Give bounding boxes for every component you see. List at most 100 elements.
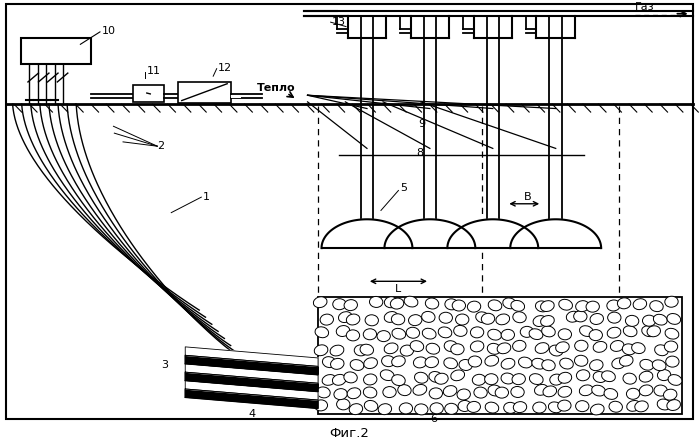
Ellipse shape xyxy=(591,404,604,415)
Text: L: L xyxy=(396,284,401,294)
Text: 4: 4 xyxy=(248,409,255,419)
Ellipse shape xyxy=(511,386,524,397)
Text: 9: 9 xyxy=(418,119,425,129)
Ellipse shape xyxy=(457,389,470,400)
Ellipse shape xyxy=(422,328,436,339)
Ellipse shape xyxy=(444,341,458,352)
Ellipse shape xyxy=(488,329,501,340)
Ellipse shape xyxy=(425,357,438,368)
Ellipse shape xyxy=(593,372,607,382)
Ellipse shape xyxy=(501,358,515,369)
Ellipse shape xyxy=(535,342,549,354)
Ellipse shape xyxy=(413,385,426,395)
Bar xyxy=(178,82,231,103)
Ellipse shape xyxy=(657,399,671,410)
Polygon shape xyxy=(185,364,318,383)
Ellipse shape xyxy=(591,385,605,396)
Ellipse shape xyxy=(399,403,412,414)
Ellipse shape xyxy=(658,369,671,381)
Ellipse shape xyxy=(549,345,563,356)
Ellipse shape xyxy=(619,355,633,366)
Ellipse shape xyxy=(558,400,571,411)
Ellipse shape xyxy=(589,360,603,371)
Ellipse shape xyxy=(665,328,679,339)
Ellipse shape xyxy=(635,401,648,412)
Polygon shape xyxy=(447,219,538,248)
Ellipse shape xyxy=(338,312,352,323)
Ellipse shape xyxy=(439,312,452,323)
Ellipse shape xyxy=(313,297,327,307)
Ellipse shape xyxy=(330,345,344,356)
Text: 3: 3 xyxy=(161,361,168,370)
Text: 12: 12 xyxy=(218,63,232,73)
Text: 8: 8 xyxy=(417,148,424,158)
Text: Газ: Газ xyxy=(635,2,654,12)
Bar xyxy=(318,297,682,414)
Ellipse shape xyxy=(408,315,422,326)
Text: Фиг.2: Фиг.2 xyxy=(329,427,370,440)
Ellipse shape xyxy=(501,329,514,340)
Ellipse shape xyxy=(482,313,495,324)
Ellipse shape xyxy=(350,360,363,370)
Ellipse shape xyxy=(549,402,562,413)
Ellipse shape xyxy=(346,314,360,325)
Ellipse shape xyxy=(529,374,543,385)
Ellipse shape xyxy=(451,344,464,355)
Ellipse shape xyxy=(559,329,572,340)
Text: 11: 11 xyxy=(147,66,161,76)
Ellipse shape xyxy=(622,344,636,355)
Ellipse shape xyxy=(560,358,573,369)
Ellipse shape xyxy=(384,311,398,323)
Ellipse shape xyxy=(468,301,481,312)
Ellipse shape xyxy=(429,372,442,382)
Ellipse shape xyxy=(401,345,414,356)
Ellipse shape xyxy=(468,356,482,367)
Ellipse shape xyxy=(512,340,526,351)
Ellipse shape xyxy=(363,358,377,369)
Ellipse shape xyxy=(609,401,622,412)
Ellipse shape xyxy=(665,356,679,367)
Ellipse shape xyxy=(665,296,678,307)
Ellipse shape xyxy=(640,385,653,396)
Ellipse shape xyxy=(520,326,533,338)
Ellipse shape xyxy=(391,314,405,325)
Ellipse shape xyxy=(579,326,593,337)
Ellipse shape xyxy=(383,387,396,397)
Ellipse shape xyxy=(497,343,511,354)
Ellipse shape xyxy=(474,387,487,398)
Ellipse shape xyxy=(350,404,363,415)
Ellipse shape xyxy=(626,389,640,399)
Ellipse shape xyxy=(445,299,459,310)
Ellipse shape xyxy=(322,357,336,368)
Ellipse shape xyxy=(470,341,484,352)
Ellipse shape xyxy=(576,301,589,311)
Polygon shape xyxy=(185,355,318,375)
Ellipse shape xyxy=(627,400,640,411)
Ellipse shape xyxy=(315,400,328,411)
Ellipse shape xyxy=(333,299,346,310)
Ellipse shape xyxy=(444,358,457,369)
Ellipse shape xyxy=(655,345,668,356)
Ellipse shape xyxy=(363,387,377,398)
Ellipse shape xyxy=(535,385,548,395)
Ellipse shape xyxy=(380,370,394,381)
Ellipse shape xyxy=(430,403,443,414)
Ellipse shape xyxy=(626,315,639,326)
Ellipse shape xyxy=(445,403,458,414)
Ellipse shape xyxy=(654,385,668,396)
Ellipse shape xyxy=(540,301,554,311)
Ellipse shape xyxy=(559,372,572,383)
Ellipse shape xyxy=(604,389,618,400)
Ellipse shape xyxy=(607,327,621,338)
Polygon shape xyxy=(185,372,318,392)
Ellipse shape xyxy=(365,315,378,326)
Ellipse shape xyxy=(650,301,663,311)
Ellipse shape xyxy=(607,312,621,323)
Ellipse shape xyxy=(421,311,435,323)
Ellipse shape xyxy=(438,327,452,338)
Ellipse shape xyxy=(377,330,390,342)
Text: B: B xyxy=(524,192,531,202)
Ellipse shape xyxy=(579,385,593,396)
Ellipse shape xyxy=(558,386,572,397)
Ellipse shape xyxy=(575,400,589,412)
